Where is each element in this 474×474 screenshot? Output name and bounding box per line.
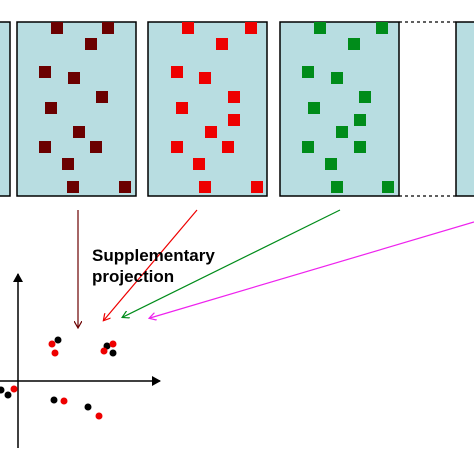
panel-right-partial [455,21,474,197]
square-marker [73,126,85,138]
square-marker [302,66,314,78]
square-marker [308,102,320,114]
panel-dark-red-frame [16,21,137,197]
square-marker [354,114,366,126]
annotation-line-1: Supplementary [92,246,215,265]
point-marker [51,349,59,357]
square-marker [216,38,228,50]
square-marker [62,158,74,170]
square-marker [376,22,388,34]
square-marker [176,102,188,114]
square-marker [354,141,366,153]
point-marker [100,347,108,355]
point-marker [10,385,18,393]
panel-green [279,21,400,197]
square-marker [331,72,343,84]
square-marker [251,181,263,193]
square-marker [96,91,108,103]
panel-red [147,21,268,197]
square-marker [336,126,348,138]
point-marker [109,340,117,348]
panel-left-partial [0,21,11,197]
square-marker [359,91,371,103]
square-marker [39,141,51,153]
square-marker [67,181,79,193]
arrow-magenta [150,221,474,318]
point-marker [48,340,56,348]
panel-green-frame [279,21,400,197]
square-marker [325,158,337,170]
square-marker [228,91,240,103]
point-marker [54,336,62,344]
point-marker [109,349,117,357]
square-marker [171,66,183,78]
square-marker [302,141,314,153]
square-marker [245,22,257,34]
square-marker [90,141,102,153]
square-marker [119,181,131,193]
square-marker [199,72,211,84]
square-marker [314,22,326,34]
square-marker [102,22,114,34]
arrow-red [104,209,198,320]
square-marker [182,22,194,34]
arrow-green [123,209,341,317]
panel-dark-red [16,21,137,197]
point-marker [50,396,58,404]
square-marker [51,22,63,34]
square-marker [85,38,97,50]
point-marker [60,397,68,405]
point-marker [95,412,103,420]
square-marker [45,102,57,114]
panel-blank [399,21,456,197]
square-marker [222,141,234,153]
point-marker [84,403,92,411]
square-marker [228,114,240,126]
square-marker [348,38,360,50]
point-marker [4,391,12,399]
square-marker [205,126,217,138]
projected-points [0,336,117,420]
square-marker [199,181,211,193]
square-marker [193,158,205,170]
square-marker [39,66,51,78]
square-marker [68,72,80,84]
panel-red-frame [147,21,268,197]
square-marker [171,141,183,153]
square-marker [331,181,343,193]
point-marker [0,386,5,394]
annotation-line-2: projection [92,267,175,286]
square-marker [382,181,394,193]
